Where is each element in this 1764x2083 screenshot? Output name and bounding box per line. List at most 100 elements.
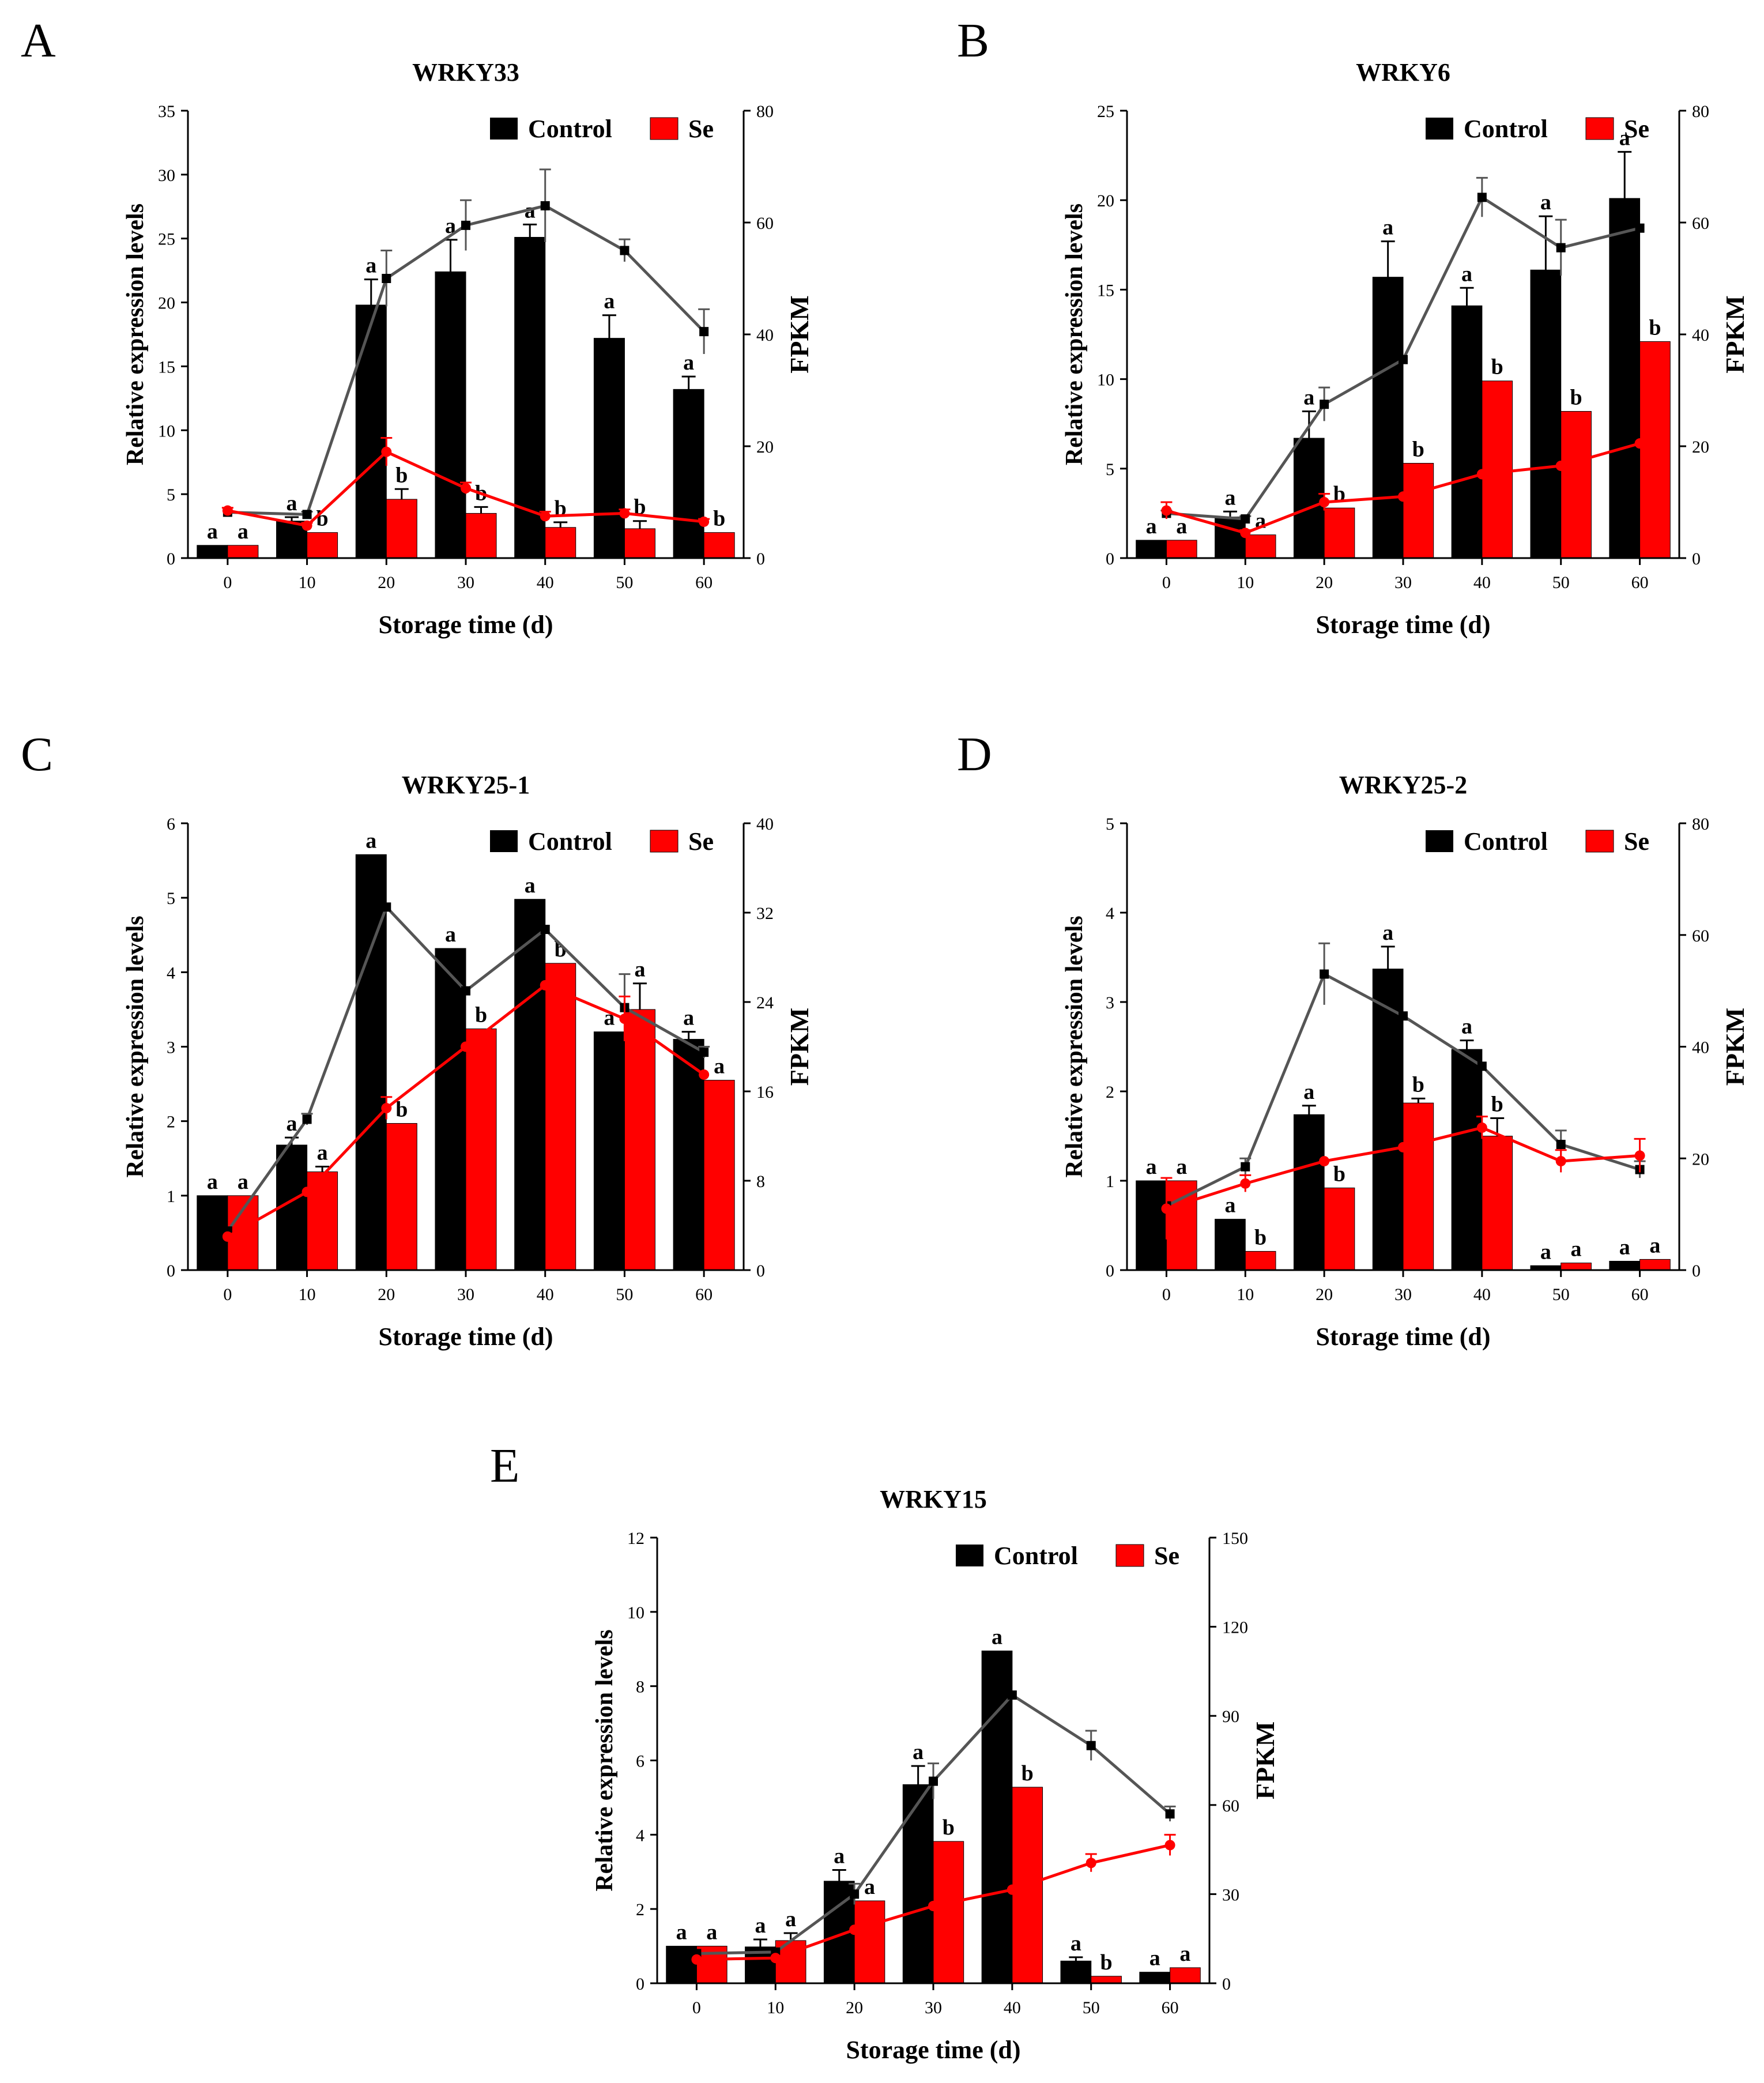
fpkm-point-se (1634, 1150, 1645, 1161)
y2-tick-label: 80 (1692, 815, 1709, 834)
y2-tick-label: 0 (756, 1261, 765, 1280)
y2-tick-label: 40 (756, 326, 774, 345)
fpkm-point-se (1319, 1156, 1330, 1167)
significance-letter: a (1149, 1946, 1160, 1971)
y-axis-label: Relative expression levels (591, 1629, 618, 1891)
panel-label: B (957, 14, 989, 67)
bar-se-10 (1245, 1250, 1276, 1271)
y-tick-label: 5 (167, 889, 175, 908)
fpkm-point-control (302, 510, 312, 519)
significance-letter: a (683, 351, 694, 375)
bar-control-0 (1136, 540, 1167, 559)
significance-letter: a (1461, 262, 1472, 286)
fpkm-point-se (1555, 460, 1566, 471)
y-tick-label: 20 (158, 294, 175, 313)
y2-tick-label: 90 (1222, 1707, 1239, 1726)
significance-letter: a (207, 1170, 218, 1194)
y-axis-label: Relative expression levels (1061, 916, 1088, 1177)
fpkm-point-se (691, 1954, 702, 1965)
y2-tick-label: 150 (1222, 1529, 1248, 1548)
y-axis-label: Relative expression levels (1061, 204, 1088, 465)
legend-label-se: Se (688, 115, 714, 143)
y-tick-label: 4 (1106, 904, 1114, 923)
legend-swatch-se (1115, 1544, 1144, 1567)
bar-se-50 (624, 528, 655, 559)
fpkm-point-se (1634, 438, 1645, 449)
x-tick-label: 20 (378, 1285, 395, 1304)
fpkm-point-se (1476, 1122, 1487, 1133)
significance-letter: b (395, 463, 408, 487)
bar-se-0 (227, 545, 259, 559)
significance-letter: a (755, 1914, 766, 1938)
y2-tick-label: 120 (1222, 1618, 1248, 1637)
significance-letter: a (634, 958, 645, 982)
y-tick-label: 15 (158, 357, 175, 376)
y-tick-label: 0 (167, 549, 175, 568)
significance-letter: a (445, 922, 456, 947)
significance-letter: a (1540, 1240, 1551, 1264)
y-tick-label: 5 (1106, 460, 1114, 479)
bar-se-50 (624, 1009, 655, 1271)
y-tick-label: 0 (167, 1261, 175, 1280)
significance-letter: a (1179, 1942, 1190, 1966)
y-tick-label: 5 (1106, 815, 1114, 834)
bar-control-0 (197, 1195, 228, 1271)
fpkm-point-control (1477, 193, 1487, 202)
y2-tick-label: 8 (756, 1172, 765, 1191)
y2-tick-label: 24 (756, 993, 774, 1012)
significance-letter: a (992, 1625, 1002, 1649)
bar-se-20 (1324, 507, 1355, 559)
bar-control-60 (1139, 1972, 1171, 1984)
x-tick-label: 50 (1552, 573, 1570, 592)
x-tick-label: 20 (846, 1998, 863, 2017)
significance-letter: a (287, 491, 297, 515)
x-tick-label: 30 (457, 1285, 474, 1304)
significance-letter: a (1176, 514, 1187, 538)
x-tick-label: 50 (1552, 1285, 1570, 1304)
bar-control-20 (355, 304, 387, 559)
y2-tick-label: 20 (1692, 438, 1709, 457)
y2-tick-label: 20 (1692, 1150, 1709, 1169)
significance-letter: a (1382, 216, 1393, 240)
bar-se-30 (465, 513, 497, 559)
x-axis-label: Storage time (d) (1316, 1323, 1490, 1351)
y-tick-label: 20 (1097, 191, 1114, 210)
fpkm-point-se (1161, 1203, 1172, 1214)
legend-swatch-control (956, 1545, 983, 1566)
bar-se-0 (1166, 540, 1197, 559)
y-tick-label: 25 (158, 230, 175, 249)
significance-letter: b (1022, 1761, 1034, 1786)
fpkm-point-control (1241, 1162, 1250, 1172)
significance-letter: a (317, 1140, 328, 1165)
fpkm-point-se (849, 1924, 860, 1935)
bar-control-10 (1215, 1219, 1246, 1271)
y-tick-label: 8 (636, 1678, 644, 1697)
fpkm-point-se (1398, 491, 1408, 502)
bar-control-60 (673, 389, 704, 559)
fpkm-point-se (1319, 497, 1330, 507)
fpkm-point-se (928, 1901, 938, 1912)
legend-swatch-control (1426, 118, 1453, 140)
y2-axis-label: FPKM (1720, 1008, 1750, 1086)
fpkm-point-control (540, 201, 550, 210)
y-tick-label: 2 (1106, 1083, 1114, 1102)
fpkm-point-se (1240, 528, 1251, 538)
fpkm-point-control (1165, 1809, 1175, 1819)
panel-label: C (21, 728, 53, 781)
y-tick-label: 10 (158, 421, 175, 440)
legend-swatch-control (490, 830, 518, 852)
significance-letter: b (1491, 355, 1503, 379)
significance-letter: b (1570, 385, 1582, 409)
significance-letter: b (475, 1003, 487, 1027)
bar-se-40 (1482, 1136, 1513, 1271)
fpkm-point-se (301, 1186, 312, 1197)
fpkm-point-se (1555, 1156, 1566, 1167)
significance-letter: b (1100, 1950, 1112, 1975)
x-tick-label: 30 (1394, 573, 1412, 592)
x-tick-label: 40 (1473, 573, 1491, 592)
x-tick-label: 60 (1631, 1285, 1649, 1304)
bar-se-50 (1561, 1263, 1592, 1271)
y2-tick-label: 60 (1692, 214, 1709, 233)
fpkm-point-se (1398, 1142, 1408, 1152)
significance-letter: b (1491, 1093, 1503, 1117)
